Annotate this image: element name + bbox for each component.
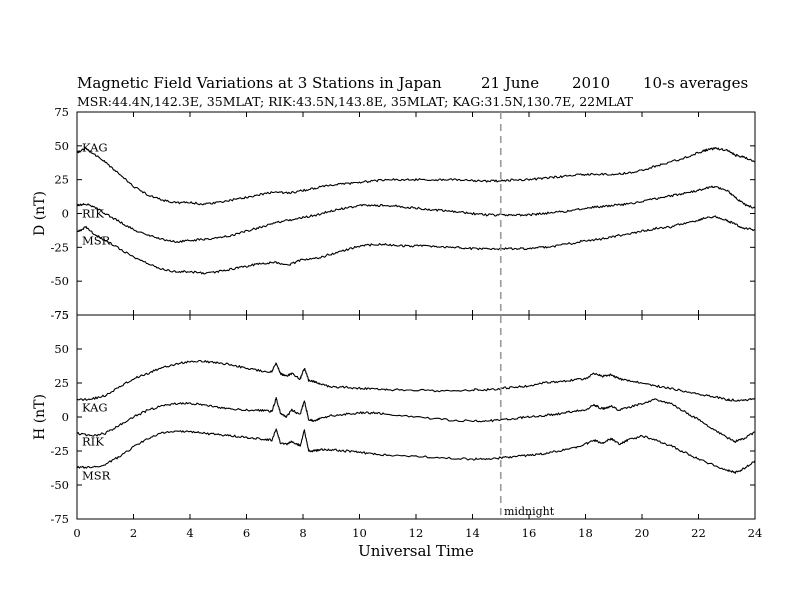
station-label-kag: KAG — [82, 141, 108, 155]
x-tick-label: 2 — [130, 526, 137, 540]
chart-subtitle: MSR:44.4N,142.3E, 35MLAT; RIK:43.5N,143.… — [77, 94, 634, 109]
x-tick-label: 10 — [352, 526, 367, 540]
x-tick-label: 18 — [578, 526, 593, 540]
y-tick-label: -50 — [50, 478, 69, 492]
y-tick-label: 50 — [54, 342, 69, 356]
x-tick-label: 0 — [73, 526, 80, 540]
station-label-msr: MSR — [82, 468, 111, 482]
y-tick-label: 0 — [62, 207, 69, 221]
chart-title-date: 21 June — [481, 74, 539, 92]
y-axis-label-1: H (nT) — [32, 394, 48, 440]
station-label-kag: KAG — [82, 400, 108, 414]
y-tick-label: 75 — [54, 105, 69, 119]
station-label-rik: RIK — [82, 434, 104, 448]
x-tick-label: 8 — [299, 526, 306, 540]
x-tick-label: 20 — [635, 526, 650, 540]
x-tick-label: 4 — [186, 526, 193, 540]
y-tick-label: 25 — [54, 376, 69, 390]
x-tick-label: 16 — [522, 526, 537, 540]
chart-title-part-1: Magnetic Field Variations at 3 Stations … — [77, 74, 442, 92]
y-tick-label: 0 — [62, 410, 69, 424]
station-label-rik: RIK — [82, 206, 104, 220]
series-line-rik — [76, 185, 756, 244]
x-tick-label: 12 — [409, 526, 424, 540]
series-line-kag — [76, 359, 756, 402]
y-tick-label: -25 — [50, 444, 69, 458]
x-tick-label: 24 — [748, 526, 763, 540]
y-tick-label: -75 — [50, 512, 69, 526]
panel-frame-0 — [76, 111, 756, 316]
y-tick-label: 75 — [54, 308, 69, 322]
x-tick-label: 22 — [691, 526, 706, 540]
station-label-msr: MSR — [82, 233, 111, 247]
y-tick-label: 50 — [54, 139, 69, 153]
y-tick-label: -75 — [50, 308, 69, 322]
series-line-rik — [76, 397, 755, 444]
series-line-kag — [76, 147, 756, 206]
series-line-msr — [76, 215, 756, 275]
x-axis-label: Universal Time — [358, 542, 474, 560]
y-axis-label-0: D (nT) — [32, 191, 48, 236]
x-tick-label: 14 — [465, 526, 480, 540]
plot-panels: 75 50 25 0 -25 -50 -75 D (nT) KAG RIK MSR 75 50 25 0 -2… — [32, 105, 762, 540]
midnight-label: midnight — [504, 505, 555, 518]
y-tick-label: -25 — [50, 240, 69, 254]
x-tick-label: 6 — [243, 526, 250, 540]
series-line-msr — [76, 428, 756, 474]
chart-title-year: 2010 — [572, 74, 610, 92]
y-tick-label: 25 — [54, 173, 69, 187]
chart-title-averaging: 10-s averages — [643, 74, 748, 92]
y-tick-label: -50 — [50, 274, 69, 288]
